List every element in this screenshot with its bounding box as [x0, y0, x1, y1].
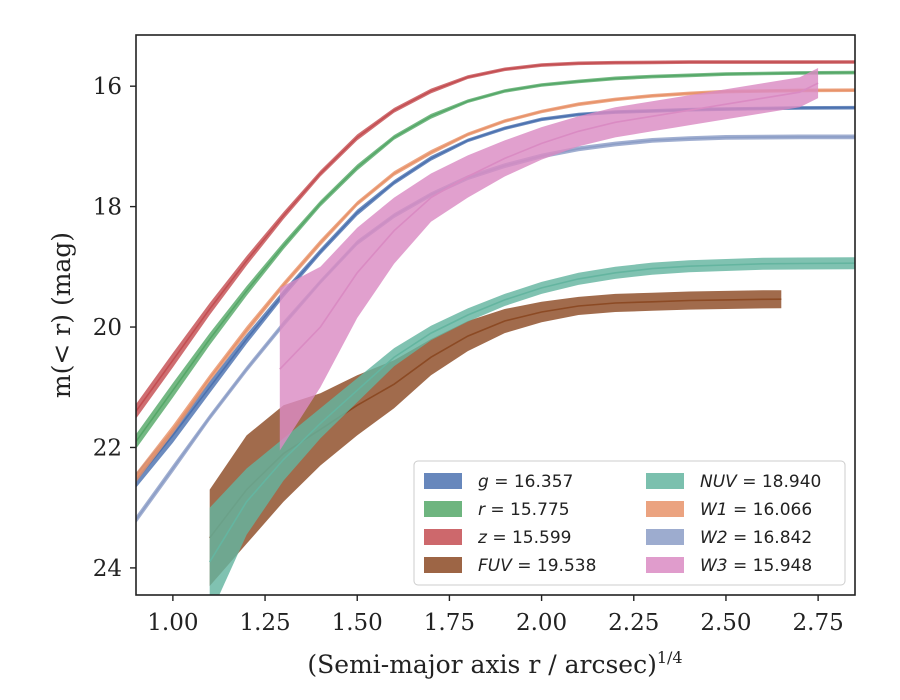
x-axis-label: (Semi-major axis r / arcsec)1/4: [307, 648, 682, 679]
y-tick-label: 16: [93, 74, 122, 100]
legend-swatch-w2: [646, 529, 684, 545]
legend-swatch-fuv: [424, 557, 462, 573]
y-axis: 16 18 20 22 24: [93, 74, 136, 582]
legend-label-fuv: FUV = 19.538: [478, 556, 596, 576]
series-line-nuv: [209, 262, 855, 563]
legend-label-w1: W1 = 16.066: [700, 500, 812, 520]
legend-frame: [413, 460, 846, 586]
y-axis-label: m(< r) (mag): [47, 232, 76, 398]
plot-frame: [135, 34, 856, 596]
x-tick-label: 2.50: [700, 610, 751, 636]
legend-swatch-w1: [646, 501, 684, 517]
x-tick-label: 1.25: [239, 610, 290, 636]
y-tick-label: 20: [93, 315, 122, 341]
legend-label-nuv: NUV = 18.940: [700, 472, 821, 492]
x-tick-label: 1.50: [332, 610, 383, 636]
legend-label-w2: W2 = 16.842: [700, 528, 812, 548]
legend-swatch-z: [424, 529, 462, 545]
y-tick-label: 22: [93, 435, 122, 461]
legend-swatch-w3: [646, 557, 684, 573]
series-line-r: [136, 71, 855, 442]
legend-swatch-g: [424, 473, 462, 489]
x-tick-label: 1.75: [424, 610, 475, 636]
x-tick-label: 2.75: [793, 610, 844, 636]
legend-swatch-r: [424, 501, 462, 517]
legend: g = 16.357 r = 15.775 z = 15.599 FUV = 19.5…: [413, 460, 846, 586]
series-layer: [136, 60, 855, 595]
x-tick-label: 1.00: [147, 610, 198, 636]
legend-swatch-nuv: [646, 473, 684, 489]
series-band-w3: [279, 68, 819, 451]
legend-label-z: z = 15.599: [477, 528, 571, 548]
legend-label-r: r = 15.775: [478, 500, 570, 520]
series-line-w3: [279, 82, 819, 370]
y-tick-label: 18: [93, 195, 122, 221]
x-tick-label: 2.25: [608, 610, 659, 636]
x-axis: 1.00 1.25 1.50 1.75 2.00 2.25 2.50 2.75: [147, 595, 844, 636]
x-tick-label: 2.00: [516, 610, 567, 636]
y-tick-label: 24: [93, 556, 122, 582]
series-band-fuv: [209, 290, 782, 586]
legend-label-g: g = 16.357: [478, 472, 573, 492]
series-line-z: [136, 61, 855, 412]
legend-label-w3: W3 = 15.948: [700, 556, 812, 576]
